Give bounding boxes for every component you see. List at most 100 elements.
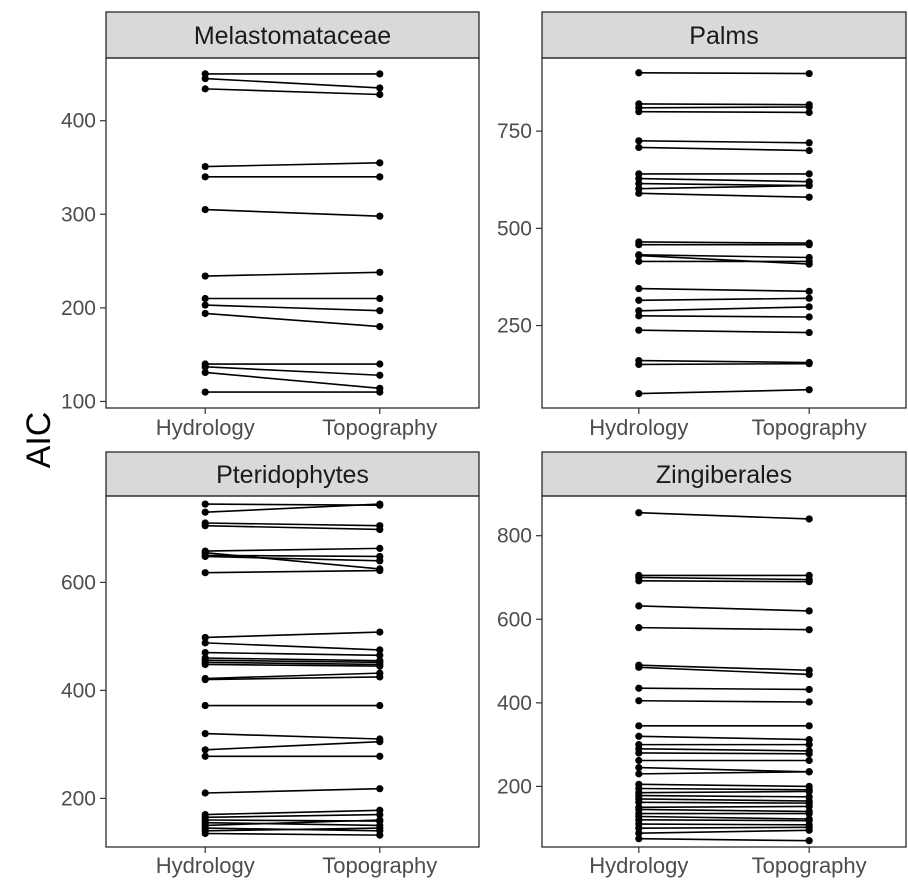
hydrology-point: [635, 798, 643, 806]
hydrology-point: [635, 69, 643, 77]
topography-point: [805, 768, 813, 776]
topography-point: [805, 170, 813, 178]
hydrology-point: [635, 143, 643, 152]
hydrology-point: [635, 174, 643, 183]
y-tick-label: 500: [497, 217, 532, 240]
topography-point: [805, 670, 813, 679]
hydrology-point: [635, 749, 643, 757]
hydrology-point: [635, 732, 643, 740]
pair-line: [205, 569, 380, 574]
pair-line: [638, 253, 810, 259]
pair-line: [205, 827, 380, 832]
topography-point: [376, 159, 384, 167]
topography-point: [376, 84, 384, 92]
hydrology-point: [635, 509, 643, 517]
topography-point: [805, 515, 813, 523]
topography-point: [805, 69, 813, 78]
topography-point: [376, 816, 384, 824]
pair-line: [205, 740, 380, 751]
pair-line: [638, 819, 810, 822]
hydrology-point: [201, 552, 209, 561]
hydrology-point: [635, 189, 643, 197]
panel-border: [105, 57, 480, 409]
x-tick-label: Topography: [752, 853, 867, 878]
hydrology-point: [201, 85, 209, 93]
hydrology-point: [635, 663, 643, 671]
topography-point: [376, 322, 384, 331]
pair-line: [205, 661, 380, 666]
hydrology-point: [201, 272, 209, 280]
topography-point: [805, 741, 813, 749]
pair-line: [638, 666, 810, 676]
x-tick-label: Topography: [322, 415, 437, 440]
y-tick-label: 400: [61, 110, 96, 133]
pair-line: [638, 71, 810, 75]
pair-line: [638, 808, 810, 813]
pair-line: [638, 329, 810, 334]
topography-point: [805, 698, 813, 706]
hydrology-point: [635, 241, 643, 249]
pair-line: [205, 555, 380, 562]
facet-title: Palms: [689, 22, 758, 50]
pair-line: [638, 388, 810, 395]
pair-line: [638, 626, 810, 631]
x-tick-label: Topography: [752, 415, 867, 440]
pair-line: [638, 735, 810, 741]
facet-panel: Palms 250 500 750 Hydrology Topography: [497, 11, 907, 440]
pair-line: [638, 315, 810, 318]
y-axis-title: AIC: [20, 412, 58, 469]
topography-point: [805, 837, 813, 845]
facet-panel: Pteridophytes 200 400 600 Hydrology Topograph…: [61, 451, 480, 878]
pair-line: [638, 748, 810, 752]
pair-line: [205, 642, 380, 651]
pair-line: [638, 576, 810, 581]
hydrology-point: [635, 360, 643, 369]
hydrology-point: [201, 633, 209, 642]
hydrology-point: [635, 829, 643, 837]
facet-strip: [541, 451, 907, 497]
topography-point: [376, 662, 384, 670]
hydrology-point: [201, 789, 209, 797]
hydrology-point: [201, 730, 209, 738]
topography-point: [376, 557, 384, 565]
topography-point: [376, 268, 384, 276]
y-tick-label: 100: [61, 390, 96, 413]
y-tick-label: 600: [61, 571, 96, 594]
topography-point: [376, 525, 384, 534]
pair-line: [638, 580, 810, 583]
pair-line: [205, 813, 380, 819]
pair-line: [638, 787, 810, 791]
hydrology-point: [201, 363, 209, 371]
topography-point: [805, 787, 813, 796]
hydrology-point: [201, 660, 209, 669]
pair-line: [638, 826, 810, 829]
pair-line: [638, 766, 810, 773]
hydrology-point: [635, 684, 643, 692]
topography-point: [376, 307, 384, 315]
topography-point: [805, 360, 813, 368]
pair-line: [638, 103, 810, 106]
hydrology-point: [635, 326, 643, 334]
hydrology-point: [201, 649, 209, 657]
topography-point: [805, 294, 813, 302]
hydrology-point: [201, 162, 209, 171]
topography-point: [376, 566, 384, 575]
facet-title: Zingiberales: [656, 461, 792, 489]
pair-line: [638, 699, 810, 703]
hydrology-point: [201, 388, 209, 396]
hydrology-point: [201, 701, 209, 710]
y-tick-label: 200: [497, 775, 532, 798]
pair-line: [638, 106, 810, 109]
topography-point: [805, 193, 813, 201]
pair-line: [638, 146, 810, 152]
pair-line: [638, 182, 810, 187]
pair-line: [205, 676, 380, 681]
topography-point: [376, 701, 384, 710]
topography-point: [376, 294, 384, 303]
hydrology-point: [635, 251, 643, 260]
facet-panel: Melastomataceae 100 200 300 400 Hydrology Topo…: [61, 11, 480, 440]
hydrology-point: [635, 307, 643, 315]
x-tick-label: Hydrology: [589, 853, 688, 878]
topography-point: [805, 103, 813, 111]
